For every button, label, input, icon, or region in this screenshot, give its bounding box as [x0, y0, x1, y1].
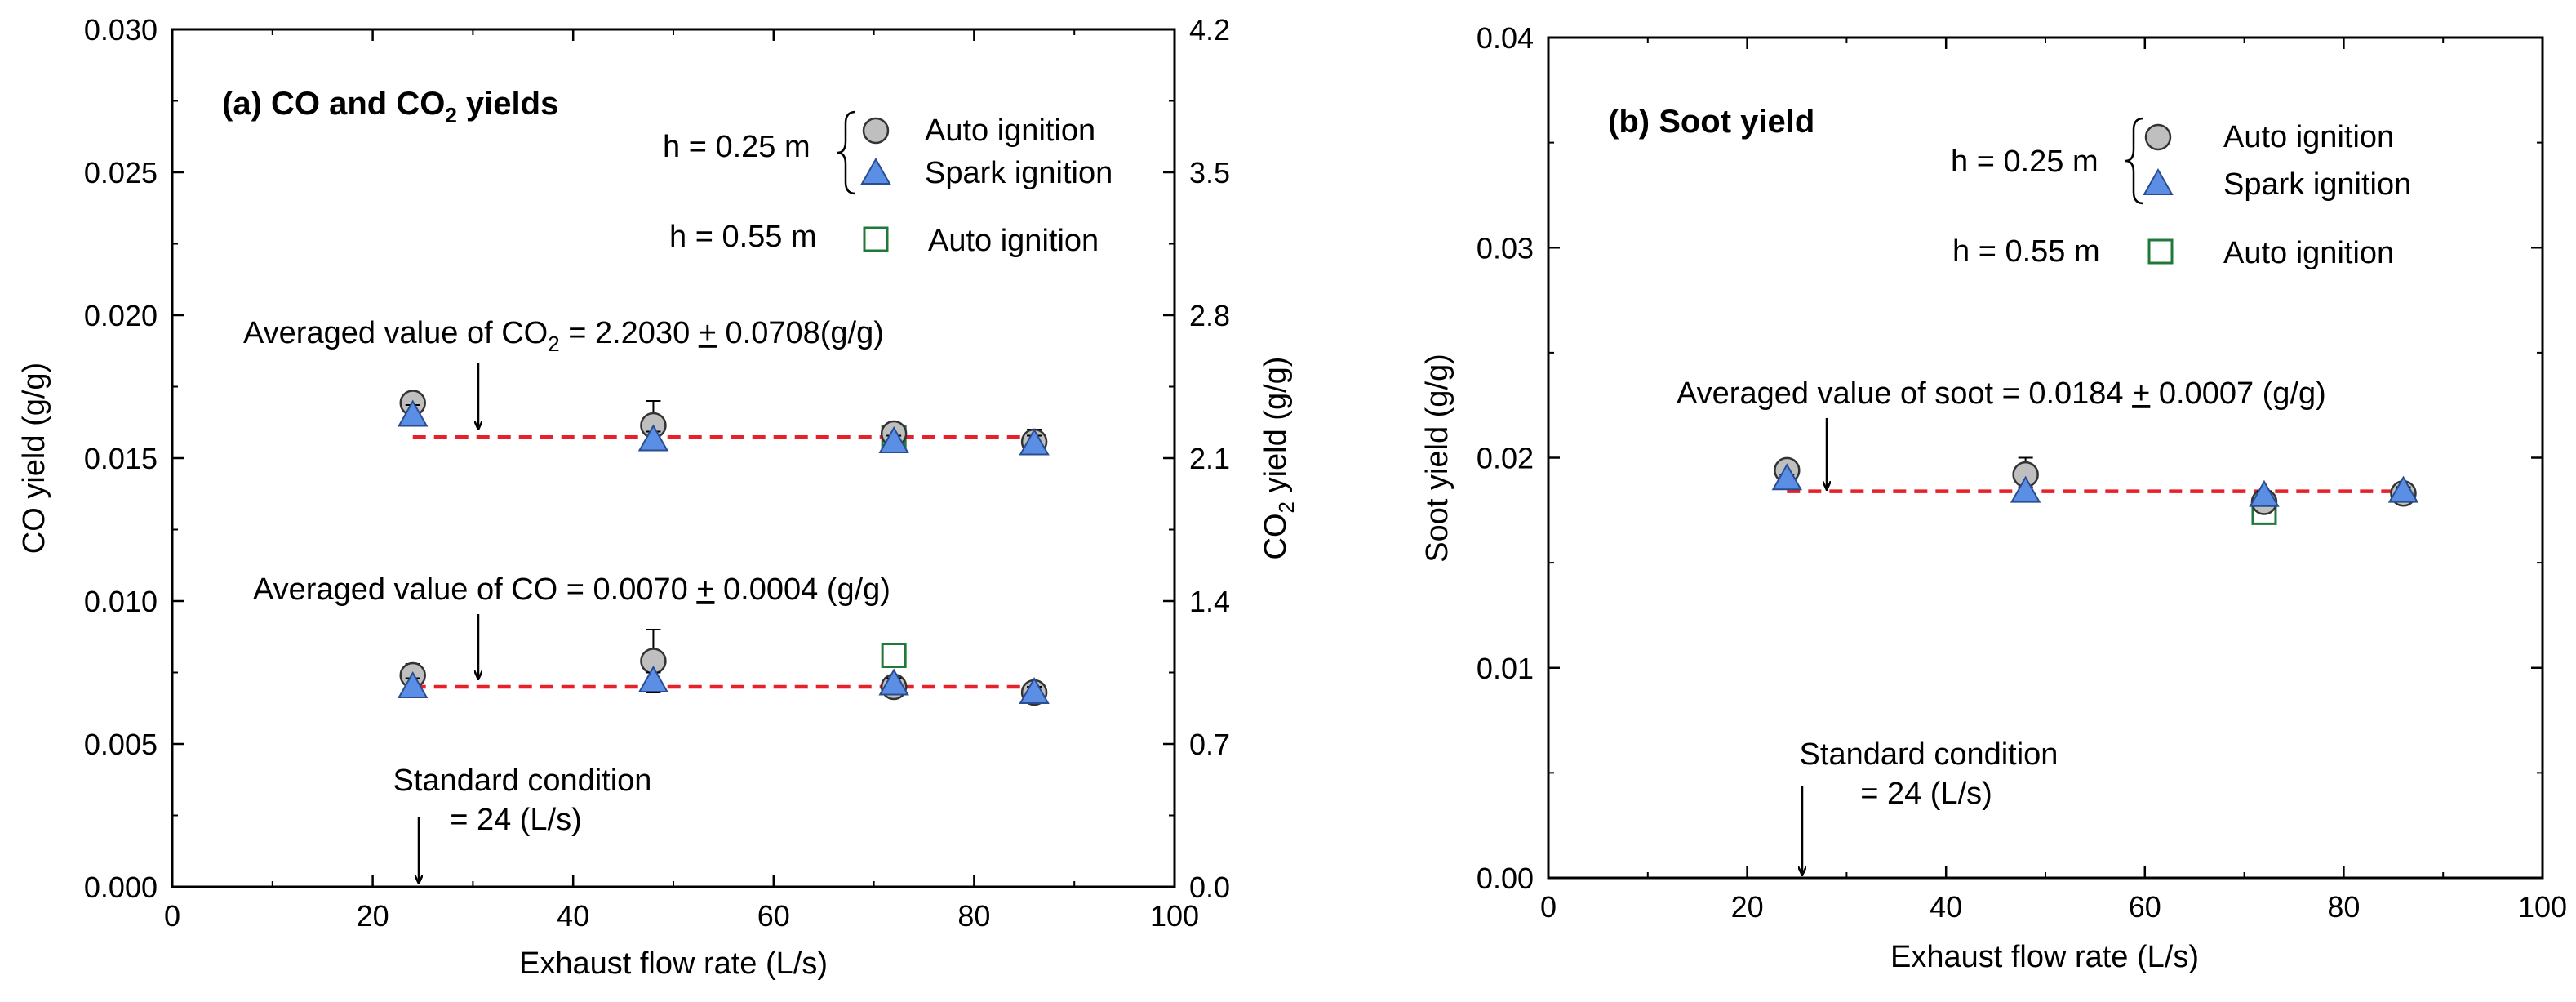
data-point-triangle — [637, 424, 669, 452]
y-tick-label: 0.02 — [1477, 442, 1534, 475]
y2-tick-label: 0.0 — [1189, 871, 1230, 904]
x-tick-label: 100 — [2518, 890, 2567, 924]
legend-brace-icon — [837, 110, 856, 195]
legend-group-label-h055: h = 0.55 m — [669, 220, 817, 254]
panel-b-soot-yield: 0 20 40 60 80 100 0.00 0.01 0.02 0.03 0.04 Exhaus… — [1420, 21, 2567, 974]
y-tick-label: 0.025 — [84, 156, 158, 189]
standard-condition-value-b: = 24 (L/s) — [1860, 777, 1992, 811]
x-tick-label: 40 — [557, 899, 589, 933]
legend-group-label-h025-b: h = 0.25 m — [1951, 145, 2099, 179]
y-tick-label: 0.04 — [1477, 21, 1534, 55]
y-axis-label-b: Soot yield (g/g) — [1420, 354, 1455, 563]
y-tick-label: 0.01 — [1477, 652, 1534, 685]
legend-auto-ignition-h055: Auto ignition — [928, 224, 1099, 258]
data-point-triangle — [878, 668, 909, 696]
y2-axis-ticks-a: 0.0 0.7 1.4 2.1 2.8 3.5 4.2 — [1163, 13, 1230, 904]
data-point-triangle — [1771, 463, 1803, 491]
co2-average-annotation: Averaged value of CO2 = 2.2030 + 0.0708(… — [243, 316, 884, 356]
chart-title-a: (a) CO and CO2 yields — [222, 86, 558, 127]
x-tick-label: 60 — [2129, 890, 2161, 924]
standard-condition-label-b: Standard condition — [1800, 737, 2059, 772]
y2-tick-label: 4.2 — [1189, 13, 1230, 47]
legend-spark-ignition: Spark ignition — [925, 156, 1113, 190]
x-axis-ticks-b: 0 20 40 60 80 100 — [1540, 38, 2567, 924]
data-point-triangle — [637, 665, 669, 692]
data-points-a — [398, 390, 1050, 706]
legend-triangle-marker-icon-b — [2143, 167, 2174, 195]
data-point-triangle — [398, 399, 429, 427]
x-axis-label-b: Exhaust flow rate (L/s) — [1890, 940, 2199, 974]
x-tick-label: 40 — [1930, 890, 1962, 924]
data-point-triangle — [878, 425, 909, 453]
x-tick-label: 0 — [1540, 890, 1557, 924]
y2-tick-label: 0.7 — [1189, 728, 1230, 761]
y2-tick-label: 2.8 — [1189, 299, 1230, 332]
y2-tick-label: 1.4 — [1189, 585, 1230, 618]
y-tick-label: 0.015 — [84, 442, 158, 475]
legend-auto-ignition-h055-b: Auto ignition — [2223, 236, 2394, 270]
x-tick-label: 80 — [957, 899, 990, 933]
legend-auto-ignition-b: Auto ignition — [2223, 120, 2394, 154]
soot-average-annotation: Averaged value of soot = 0.0184 + 0.0007… — [1677, 376, 2326, 411]
chart-title-b: (b) Soot yield — [1608, 104, 1814, 140]
x-tick-label: 60 — [757, 899, 790, 933]
average-lines-a — [412, 435, 1035, 689]
y2-axis-label-a: CO2 yield (g/g) — [1259, 357, 1299, 560]
y-tick-label: 0.00 — [1477, 862, 1534, 895]
y-tick-label: 0.03 — [1477, 231, 1534, 265]
legend-group-label-h055-b: h = 0.55 m — [1952, 234, 2100, 269]
legend-b: h = 0.25 m Auto ignition Spark ignition … — [1951, 117, 2411, 270]
x-tick-label: 20 — [357, 899, 389, 933]
data-point-triangle — [2249, 479, 2280, 507]
y-tick-label: 0.020 — [84, 299, 158, 332]
co-average-annotation: Averaged value of CO = 0.0070 + 0.0004 (… — [253, 572, 890, 607]
legend-triangle-marker-icon — [860, 157, 891, 185]
data-point-square — [881, 643, 907, 668]
standard-condition-label-a: Standard condition — [393, 764, 652, 798]
y-tick-label: 0.005 — [84, 728, 158, 761]
legend-circle-marker-icon — [862, 117, 890, 145]
data-point-triangle — [398, 670, 429, 698]
y2-tick-label: 2.1 — [1189, 442, 1230, 475]
legend-auto-ignition: Auto ignition — [925, 114, 1095, 148]
legend-spark-ignition-b: Spark ignition — [2223, 167, 2411, 202]
standard-condition-value-a: = 24 (L/s) — [450, 803, 582, 837]
panel-a-co-co2-yields: 0 20 40 60 80 100 0.0000.0050.0100.0150.0200.… — [17, 13, 1299, 981]
y-axis-label-a: CO yield (g/g) — [17, 363, 51, 554]
legend-square-marker-icon-b — [2147, 238, 2174, 265]
legend-a: h = 0.25 m Auto ignition Spark ignition … — [663, 110, 1113, 258]
y-axis-ticks-b: 0.00 0.01 0.02 0.03 0.04 — [1477, 21, 2543, 895]
x-tick-label: 100 — [1150, 899, 1199, 933]
data-points-b — [1771, 456, 2419, 525]
x-axis-label-a: Exhaust flow rate (L/s) — [519, 946, 828, 981]
data-point-triangle — [2010, 475, 2041, 503]
y-tick-label: 0.030 — [84, 13, 158, 47]
x-tick-label: 20 — [1731, 890, 1764, 924]
legend-brace-icon-b — [2125, 117, 2144, 205]
y-axis-ticks-a: 0.000 0.005 0.010 0.015 0.020 0.025 0.030 — [84, 13, 184, 904]
data-point-triangle — [2387, 475, 2419, 503]
y-tick-label: 0.010 — [84, 585, 158, 618]
legend-square-marker-icon — [863, 226, 889, 252]
data-point-triangle — [1019, 676, 1050, 704]
data-point-triangle — [1019, 428, 1050, 456]
y-tick-label: 0.000 — [84, 871, 158, 904]
x-axis-ticks-a: 0 20 40 60 80 100 — [164, 29, 1199, 933]
legend-group-label-h025: h = 0.25 m — [663, 130, 811, 164]
x-tick-label: 80 — [2327, 890, 2360, 924]
x-tick-label: 0 — [164, 899, 180, 933]
y2-tick-label: 3.5 — [1189, 156, 1230, 189]
legend-circle-marker-icon-b — [2144, 123, 2172, 151]
